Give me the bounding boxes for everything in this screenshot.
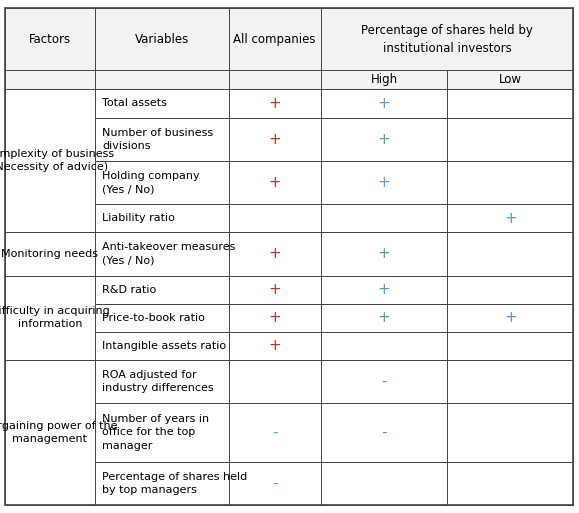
Text: +: + bbox=[268, 282, 281, 297]
Bar bbox=[229, 275, 321, 304]
Text: -: - bbox=[272, 476, 277, 491]
Bar bbox=[95, 232, 229, 275]
Bar bbox=[5, 8, 95, 70]
Bar bbox=[95, 360, 229, 403]
Bar bbox=[447, 403, 573, 462]
Bar bbox=[95, 204, 229, 232]
Text: Monitoring needs: Monitoring needs bbox=[2, 249, 98, 259]
Text: -: - bbox=[272, 425, 277, 440]
Bar bbox=[5, 360, 95, 505]
Text: Price-to-book ratio: Price-to-book ratio bbox=[102, 313, 205, 323]
Bar bbox=[229, 8, 321, 70]
Bar bbox=[95, 275, 229, 304]
Text: +: + bbox=[378, 175, 390, 190]
Text: Intangible assets ratio: Intangible assets ratio bbox=[102, 341, 226, 351]
Text: +: + bbox=[268, 310, 281, 325]
Bar bbox=[321, 403, 447, 462]
Text: Bargaining power of the
management: Bargaining power of the management bbox=[0, 421, 117, 444]
Text: Liability ratio: Liability ratio bbox=[102, 213, 175, 223]
Bar bbox=[321, 462, 447, 505]
Bar bbox=[229, 304, 321, 332]
Bar bbox=[229, 70, 321, 89]
Text: All companies: All companies bbox=[233, 33, 316, 46]
Bar bbox=[5, 70, 95, 89]
Bar bbox=[447, 161, 573, 204]
Text: +: + bbox=[378, 282, 390, 297]
Text: +: + bbox=[268, 175, 281, 190]
Bar bbox=[229, 232, 321, 275]
Bar bbox=[229, 161, 321, 204]
Bar bbox=[95, 70, 229, 89]
Bar bbox=[229, 403, 321, 462]
Text: -: - bbox=[381, 425, 387, 440]
Bar bbox=[321, 332, 447, 360]
Bar bbox=[447, 70, 573, 89]
Bar bbox=[447, 232, 573, 275]
Bar bbox=[447, 275, 573, 304]
Text: Percentage of shares held by
institutional investors: Percentage of shares held by institution… bbox=[361, 24, 533, 55]
Text: Total assets: Total assets bbox=[102, 98, 167, 108]
Text: Complexity of business
(Necessity of advice): Complexity of business (Necessity of adv… bbox=[0, 149, 115, 172]
Text: Number of business
divisions: Number of business divisions bbox=[102, 128, 213, 151]
Bar bbox=[5, 232, 95, 275]
Text: R&D ratio: R&D ratio bbox=[102, 285, 156, 294]
Bar bbox=[95, 403, 229, 462]
Bar bbox=[229, 204, 321, 232]
Bar bbox=[447, 204, 573, 232]
Bar bbox=[321, 204, 447, 232]
Text: +: + bbox=[504, 310, 516, 325]
Bar bbox=[95, 304, 229, 332]
Text: Difficulty in acquiring
information: Difficulty in acquiring information bbox=[0, 306, 110, 329]
Bar bbox=[321, 117, 447, 161]
Bar bbox=[95, 8, 229, 70]
Text: High: High bbox=[371, 73, 398, 86]
Text: +: + bbox=[268, 246, 281, 262]
Bar bbox=[229, 89, 321, 117]
Bar bbox=[95, 161, 229, 204]
Text: +: + bbox=[378, 310, 390, 325]
Text: Low: Low bbox=[499, 73, 522, 86]
Bar bbox=[321, 70, 447, 89]
Bar bbox=[321, 360, 447, 403]
Bar bbox=[321, 8, 573, 70]
Text: +: + bbox=[378, 132, 390, 147]
Text: +: + bbox=[378, 96, 390, 111]
Bar bbox=[95, 332, 229, 360]
Text: Percentage of shares held
by top managers: Percentage of shares held by top manager… bbox=[102, 472, 247, 495]
Bar bbox=[447, 304, 573, 332]
Text: +: + bbox=[378, 246, 390, 262]
Bar bbox=[321, 232, 447, 275]
Bar bbox=[321, 275, 447, 304]
Text: Variables: Variables bbox=[135, 33, 189, 46]
Text: ROA adjusted for
industry differences: ROA adjusted for industry differences bbox=[102, 370, 214, 393]
Text: +: + bbox=[268, 339, 281, 353]
Text: +: + bbox=[504, 211, 516, 226]
Bar bbox=[447, 462, 573, 505]
Text: +: + bbox=[268, 96, 281, 111]
Bar bbox=[229, 360, 321, 403]
Bar bbox=[95, 462, 229, 505]
Bar bbox=[229, 332, 321, 360]
Bar bbox=[5, 89, 95, 232]
Text: Number of years in
office for the top
manager: Number of years in office for the top ma… bbox=[102, 415, 209, 451]
Bar bbox=[5, 275, 95, 360]
Bar bbox=[229, 117, 321, 161]
Bar bbox=[95, 89, 229, 117]
Bar bbox=[321, 304, 447, 332]
Bar bbox=[447, 360, 573, 403]
Bar bbox=[447, 89, 573, 117]
Bar bbox=[321, 89, 447, 117]
Bar bbox=[321, 161, 447, 204]
Text: Anti-takeover measures
(Yes / No): Anti-takeover measures (Yes / No) bbox=[102, 242, 235, 266]
Bar bbox=[447, 332, 573, 360]
Text: +: + bbox=[268, 132, 281, 147]
Text: -: - bbox=[381, 374, 387, 389]
Bar bbox=[447, 117, 573, 161]
Text: Factors: Factors bbox=[29, 33, 71, 46]
Text: Holding company
(Yes / No): Holding company (Yes / No) bbox=[102, 171, 200, 194]
Bar bbox=[229, 462, 321, 505]
Bar bbox=[95, 117, 229, 161]
